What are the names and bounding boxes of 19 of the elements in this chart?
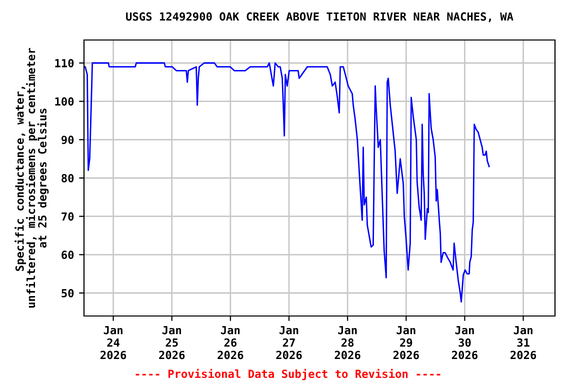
- y-tick-label: 60: [62, 250, 74, 260]
- x-tick-label: Jan 28 2026: [334, 326, 360, 360]
- y-axis-title: Specific conductance, water, unfiltered, microsiemens per centimeter at 25 degrees Celsius: [14, 48, 49, 308]
- x-tick-label: Jan 27 2026: [276, 326, 302, 360]
- text: ---- Provisional Data Subject to Revision ----: [136, 368, 440, 380]
- x-tick-label: Jan 30 2026: [452, 326, 478, 360]
- line-series: [84, 62, 490, 303]
- y-tick-label: 100: [55, 97, 74, 106]
- y-tick-label: 90: [62, 136, 74, 144]
- y-tick-label: 50: [62, 288, 74, 298]
- x-tick-label: Jan 26 2026: [218, 326, 244, 360]
- x-tick-label: Jan 31 2026: [510, 326, 536, 360]
- y-tick-label: 110: [55, 58, 74, 68]
- y-tick-label: 70: [62, 212, 74, 221]
- x-tick-label: Jan 29 2026: [393, 326, 419, 360]
- x-tick-label: Jan 24 2026: [100, 326, 126, 360]
- chart-title: USGS 12492900 OAK CREEK ABOVE TIETON RIVER NEAR NACHES, WA: [126, 12, 514, 22]
- y-tick-label: 80: [62, 174, 74, 182]
- x-tick-label: Jan 25 2026: [159, 326, 185, 360]
